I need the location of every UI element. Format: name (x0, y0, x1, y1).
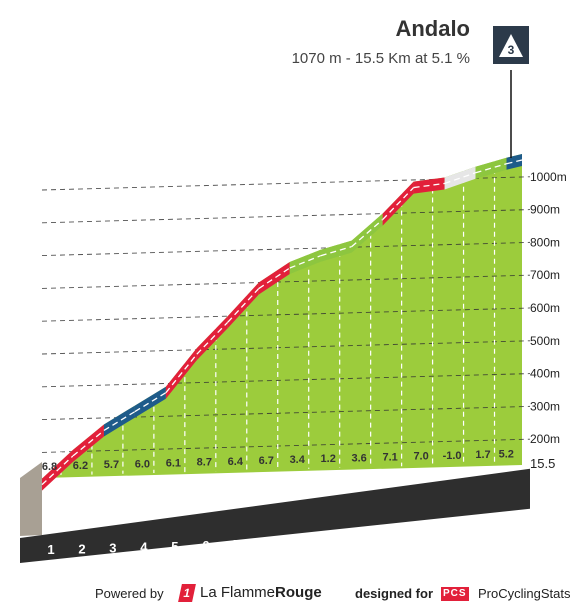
band-centre-line (41, 455, 74, 486)
elevation-tick-label: 200m (530, 432, 560, 446)
km-label: 6 (202, 538, 209, 553)
powered-by-label: Powered by (95, 586, 164, 601)
elevation-gridline (41, 438, 531, 453)
gradient-label: 8.7 (197, 457, 212, 469)
band-centre-line (351, 219, 384, 248)
km-label: 11 (354, 534, 368, 549)
elevation-tick-label: 700m (530, 268, 560, 282)
climb-title: Andalo (395, 16, 470, 41)
brand-name-left: La Flamme (200, 584, 276, 601)
band-centre-line (103, 411, 136, 432)
band-centre-line (72, 429, 105, 457)
km-label: 10 (322, 535, 336, 550)
band-centre-line (475, 163, 507, 174)
gradient-label: -1.0 (443, 450, 462, 462)
climb-subtitle: 1070 m - 15.5 Km at 5.1 % (291, 50, 470, 67)
gradient-label: 7.0 (413, 451, 428, 463)
elevation-tick-label: 900m (530, 203, 560, 217)
km-label: 9 (295, 536, 302, 551)
gradient-label: 6.8 (42, 461, 57, 473)
gradient-label: 5.2 (499, 448, 514, 460)
total-distance-label: 15.5 (530, 456, 555, 471)
gradient-label: 5.7 (104, 459, 119, 471)
km-label: 13 (415, 532, 429, 547)
km-label: 4 (140, 540, 148, 555)
km-label: 2 (78, 541, 85, 556)
band-centre-line (444, 172, 476, 185)
pcs-name: ProCyclingStats (478, 586, 571, 601)
gradient-band-segment (103, 405, 135, 437)
gradient-label: 1.2 (321, 453, 336, 465)
elevation-gridline (41, 373, 531, 388)
band-centre-line (165, 353, 198, 394)
band-centre-line (258, 267, 291, 290)
km-label: 7 (233, 537, 240, 552)
band-centre-line (196, 321, 229, 355)
km-label: 1 (47, 542, 54, 557)
km-label: 14 (446, 531, 461, 546)
footer: Powered by 1 La FlammeRouge designed for… (0, 583, 585, 607)
elevation-tick-label: 300m (530, 399, 560, 413)
gradient-label: 3.4 (290, 454, 306, 466)
elevation-tick-label: 1000m (530, 170, 567, 184)
band-centre-line (382, 187, 415, 221)
gradient-band-segment (134, 386, 166, 418)
band-centre-line (134, 392, 167, 413)
gradient-label: 1.7 (475, 449, 490, 461)
band-centre-line (506, 159, 523, 165)
km-label: 5 (171, 539, 178, 554)
gradient-label: 3.6 (352, 452, 367, 464)
gradient-band-segment (258, 262, 290, 295)
band-centre-line (320, 246, 352, 257)
designed-for-label: designed for (355, 586, 434, 601)
elevation-gridline (41, 307, 531, 322)
band-centre-line (413, 182, 445, 189)
km-labels: 1 2 3 4 5 6 7 8 9 10 11 12 13 14 15 (47, 531, 491, 558)
elevation-gridline (41, 274, 531, 289)
gradient-bands (41, 154, 523, 491)
elevation-gridline (41, 209, 531, 224)
gradient-label: 6.0 (135, 458, 150, 470)
elevation-labels: 200m 300m 400m 500m 600m 700m 800m 900m 1000m (530, 170, 567, 446)
elevation-gridline (41, 241, 531, 257)
gradient-band-segment (475, 157, 507, 179)
elevation-tick-label: 500m (530, 334, 560, 348)
km-label: 8 (264, 536, 271, 551)
mountain-triangle-icon (499, 34, 523, 57)
gradient-label: 6.7 (259, 455, 274, 467)
km-label: 3 (109, 541, 116, 556)
gradient-label: 6.1 (166, 457, 181, 469)
band-centre-line (227, 288, 260, 323)
category-badge-label: 3 (508, 43, 515, 57)
elevation-tick-label: 800m (530, 235, 560, 249)
gradient-band-segment (320, 240, 352, 262)
elevation-tick-label: 600m (530, 301, 560, 315)
gradient-band-segment (289, 249, 321, 275)
pcs-logo-icon: PCS (441, 587, 469, 601)
flamme-rouge-logo-icon: 1 (178, 584, 196, 602)
km-label: 15 (477, 531, 491, 546)
gradient-band-segment (444, 166, 476, 190)
km-label: 12 (384, 533, 398, 548)
profile-side-face (20, 462, 42, 536)
gradient-label: 6.2 (73, 460, 88, 472)
gradient-label: 7.1 (382, 452, 397, 464)
elevation-tick-label: 400m (530, 367, 560, 381)
brand-name-right: Rouge (275, 584, 322, 601)
gradient-labels: 6.8 6.2 5.7 6.0 6.1 8.7 6.4 6.7 3.4 1.2 3.6 7.1 7.0 -… (42, 448, 514, 472)
elevation-gridline (41, 340, 531, 355)
gradient-label: 6.4 (228, 456, 244, 468)
band-centre-line (289, 255, 321, 269)
profile-base-strip (20, 468, 530, 563)
